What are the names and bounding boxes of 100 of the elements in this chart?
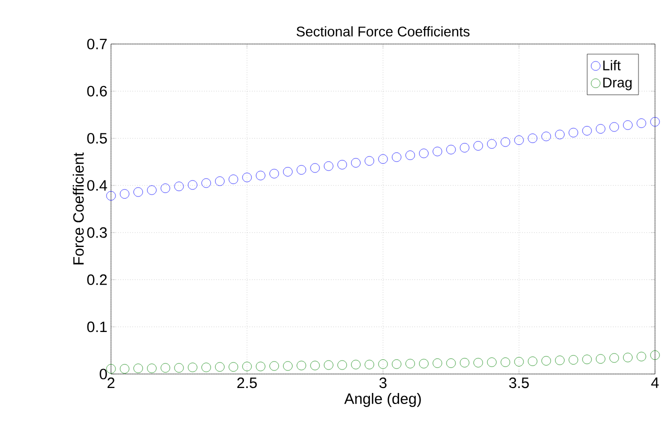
point <box>500 358 510 367</box>
point <box>256 362 266 372</box>
point <box>174 182 184 192</box>
point <box>242 172 252 182</box>
point <box>310 163 320 173</box>
point <box>106 191 116 200</box>
point <box>432 358 442 368</box>
point <box>351 158 361 168</box>
point <box>406 150 415 160</box>
point <box>568 355 578 365</box>
point <box>446 144 456 154</box>
point <box>555 130 565 140</box>
y-tick-label: 0.1 <box>87 322 107 332</box>
x-axis-title: Angle (deg) <box>344 392 421 407</box>
point <box>364 156 374 166</box>
point <box>242 362 252 372</box>
point <box>296 165 306 175</box>
point <box>596 124 606 134</box>
point <box>460 143 470 152</box>
point <box>392 359 402 369</box>
point <box>202 362 211 372</box>
y-tick-label: 0.5 <box>87 132 107 144</box>
point <box>636 118 646 128</box>
point <box>270 361 279 371</box>
point <box>568 128 578 138</box>
point <box>650 350 660 360</box>
x-tick-label: 2.5 <box>237 378 257 388</box>
point <box>528 356 538 366</box>
point <box>228 362 238 372</box>
point <box>474 141 483 151</box>
point <box>270 168 279 178</box>
point <box>542 356 551 366</box>
point <box>474 358 483 368</box>
point <box>514 135 524 145</box>
x-tick-label: 3 <box>379 378 387 388</box>
x-tick-label: 4 <box>651 378 659 388</box>
point <box>514 357 524 366</box>
point <box>419 358 429 368</box>
point <box>542 132 551 142</box>
point <box>378 154 388 164</box>
y-tick-label: 0.7 <box>87 38 107 50</box>
point <box>500 137 510 147</box>
y-tick-label: 0.3 <box>87 227 107 238</box>
point <box>487 358 497 367</box>
point <box>324 360 334 370</box>
point <box>338 360 347 370</box>
point <box>487 139 497 149</box>
point <box>582 354 592 364</box>
point <box>650 117 660 126</box>
point <box>610 122 619 132</box>
point <box>174 363 184 373</box>
legend-label: Lift <box>603 60 621 70</box>
point <box>188 362 198 372</box>
y-tick-label: 0.2 <box>87 274 107 286</box>
point <box>419 148 429 158</box>
point <box>610 353 619 363</box>
point <box>160 184 170 193</box>
point <box>406 358 415 368</box>
point <box>310 360 320 370</box>
point <box>120 189 130 199</box>
point <box>256 170 266 180</box>
y-axis-title: Force Coefficient <box>72 152 84 264</box>
x-tick-label: 3.5 <box>509 378 529 388</box>
point <box>338 160 347 170</box>
point <box>296 360 306 370</box>
y-tick-label: 0 <box>100 368 107 380</box>
point <box>134 364 143 374</box>
x-tick-label: 2 <box>108 378 114 388</box>
y-tick-label: 0.4 <box>87 180 108 191</box>
legend-label: Drag <box>603 78 632 90</box>
point <box>351 360 361 370</box>
point <box>364 360 374 370</box>
point <box>215 176 224 186</box>
y-tick-label: 0.6 <box>87 86 107 96</box>
point <box>215 362 224 372</box>
point <box>555 356 565 366</box>
point <box>106 364 116 374</box>
point <box>528 134 538 143</box>
point <box>188 180 198 190</box>
point <box>283 361 293 371</box>
point <box>596 354 606 364</box>
point <box>582 126 592 136</box>
point <box>623 120 633 130</box>
point <box>160 363 170 373</box>
point <box>432 146 442 156</box>
point <box>202 178 211 188</box>
point <box>446 358 456 368</box>
point <box>378 359 388 369</box>
point <box>636 352 646 362</box>
point <box>623 352 633 362</box>
point <box>120 364 130 374</box>
point <box>147 364 156 374</box>
chart-title: Sectional Force Coefficients <box>296 26 470 37</box>
point <box>324 161 334 171</box>
point <box>228 174 238 184</box>
point <box>147 185 156 195</box>
point <box>460 358 470 368</box>
point <box>134 187 143 197</box>
point <box>392 152 402 162</box>
point <box>283 167 293 176</box>
